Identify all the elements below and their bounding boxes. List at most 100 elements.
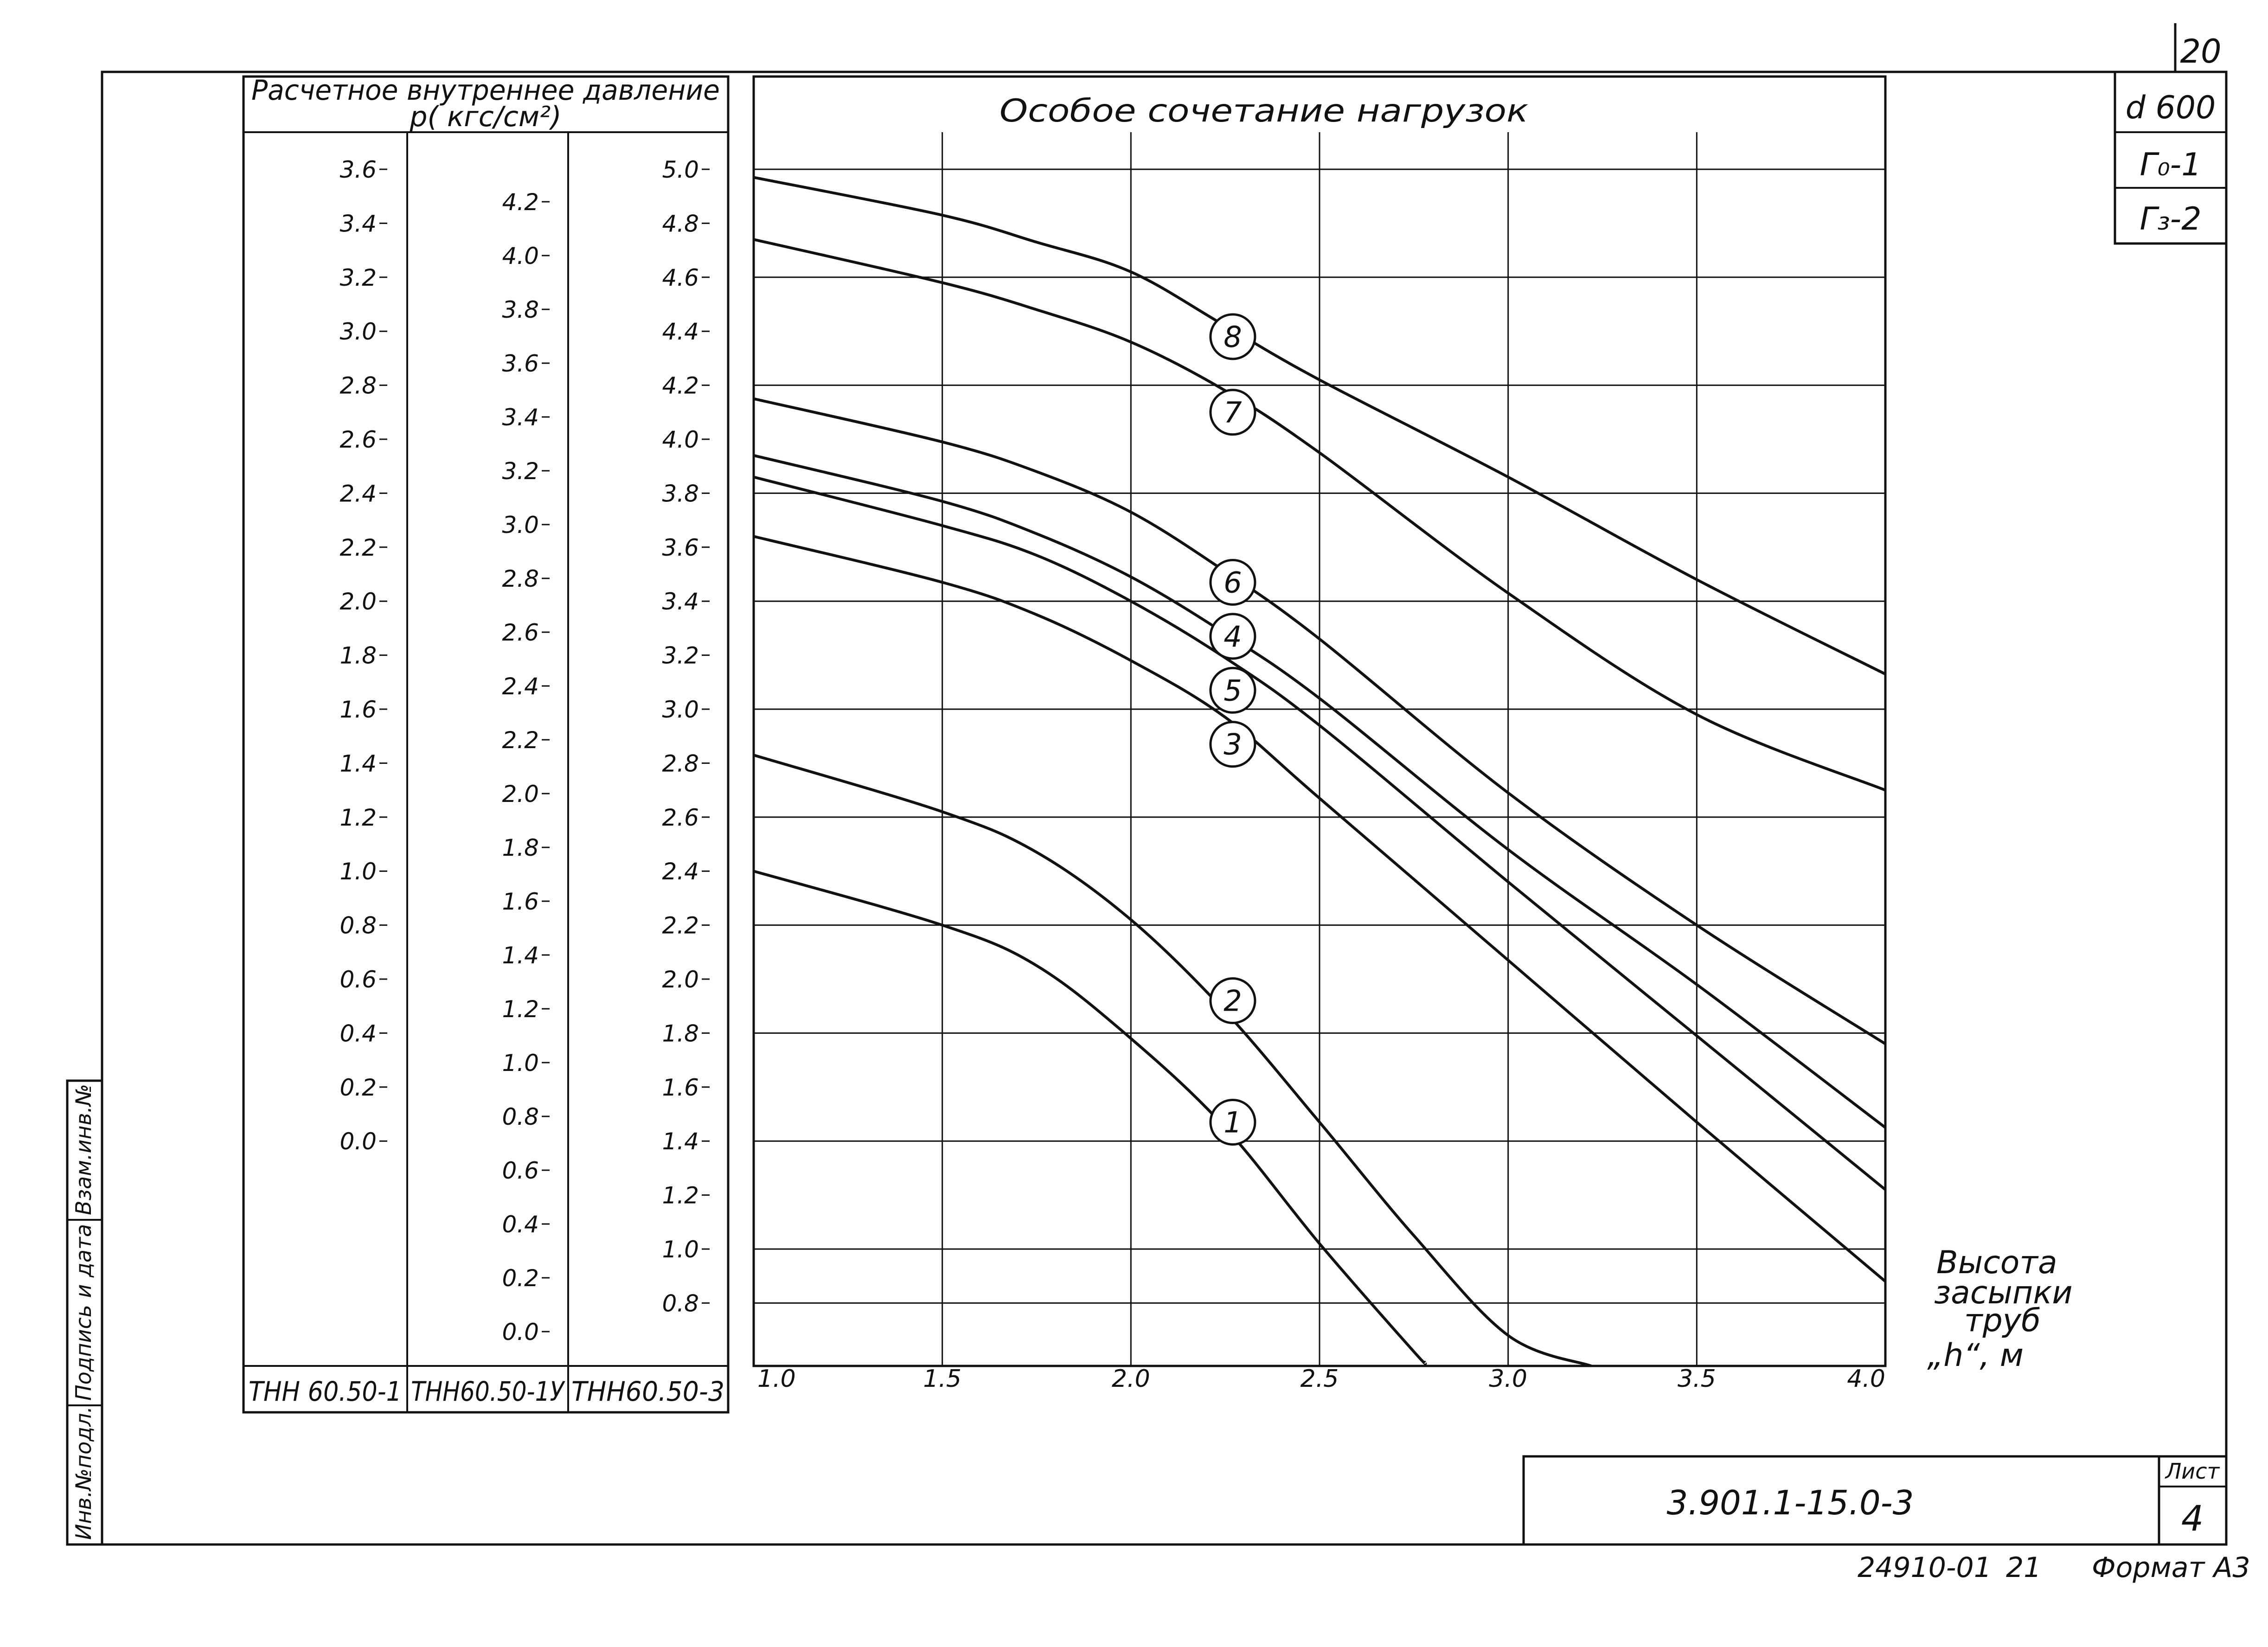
pressure-tick-label: 2.4	[340, 480, 377, 507]
x-axis-label: Высота засыпки труб „h“, м	[1927, 1244, 2073, 1374]
series-line-8	[753, 176, 1886, 676]
pipe-type-3: ТНН60.50-3	[571, 1376, 724, 1407]
pressure-tick-label: 2.6	[662, 804, 699, 831]
chart-grid	[753, 132, 1886, 1366]
pressure-tick-label: 3.6	[662, 534, 699, 561]
x-tick-label: 2.5	[1301, 1365, 1339, 1393]
pressure-tick-label: 0.8	[502, 1103, 539, 1130]
footer: 24910-01 21 Формат А3	[1858, 1551, 2250, 1584]
series-marker-3	[1209, 721, 1256, 768]
side-stamp: Инв.№подл. Подпись и дата Взам.инв.№	[66, 1079, 103, 1546]
sheet-number: 4	[2181, 1498, 2204, 1539]
pressure-tick-label: 3.4	[662, 588, 699, 615]
pressure-tick-label: 3.4	[340, 210, 377, 237]
footer-format: Формат А3	[2092, 1551, 2250, 1584]
pressure-tick-label: 1.0	[662, 1236, 699, 1263]
pressure-tick-label: 2.0	[340, 588, 377, 615]
series-marker-7	[1209, 389, 1256, 436]
pressure-tick-label: 0.0	[340, 1128, 377, 1155]
diameter-label: d 600	[2126, 90, 2216, 126]
chart-area: Особое сочетание нагрузок 1.0 1.5 2.0 2.5 3.…	[752, 75, 1887, 1393]
pressure-scale-1: 3.6 3.4 3.2 3.0 2.8 2.6 2.4 2.2 2.0 1.8 1.6 1.4 1.2 1…	[340, 156, 387, 1155]
pressure-tick-label: 3.8	[662, 480, 699, 507]
pressure-tick-label: 3.4	[502, 404, 539, 431]
pressure-table: Расчетное внутреннее давление p( кгс/см²…	[242, 74, 730, 1414]
pressure-tick-label: 4.0	[662, 426, 699, 453]
series-marker-1	[1209, 1098, 1256, 1146]
pressure-scale-3: 5.0 4.8 4.6 4.4 4.2 4.0 3.8 3.6 3.4 3.2 3.0 2.8 2.6 2…	[662, 156, 710, 1317]
chart-title: Особое сочетание нагрузок	[999, 93, 1528, 129]
pressure-tick-label: 4.6	[662, 264, 699, 291]
side-stamp-sign: Подпись и дата	[71, 1224, 96, 1401]
x-label-line2: засыпки	[1934, 1275, 2073, 1311]
x-label-line4: „h“, м	[1927, 1337, 2024, 1374]
corner-number-box: 20	[2174, 23, 2222, 72]
series-label-1: 1	[1224, 1105, 1242, 1139]
pressure-tick-label: 0.4	[340, 1020, 377, 1047]
pressure-tick-label: 2.6	[502, 619, 539, 646]
series-marker-5	[1209, 666, 1256, 714]
footer-doc-number: 24910-01	[1858, 1551, 1992, 1584]
pressure-tick-label: 3.2	[340, 264, 377, 291]
x-tick-labels: 1.0 1.5 2.0 2.5 3.0 3.5 4.0	[757, 1365, 1885, 1393]
pressure-tick-label: 4.0	[502, 243, 539, 269]
pressure-tick-label: 2.2	[340, 534, 377, 561]
pressure-tick-label: 0.6	[340, 966, 377, 993]
series-label-5: 5	[1224, 673, 1242, 707]
pipe-type-2: ТНН60.50-1У	[411, 1376, 565, 1407]
x-tick-label: 1.5	[923, 1365, 961, 1393]
pressure-tick-label: 0.6	[502, 1157, 539, 1184]
pressure-tick-label: 1.4	[502, 942, 539, 969]
series-label-2: 2	[1224, 984, 1242, 1018]
pressure-tick-label: 2.0	[502, 781, 539, 807]
pressure-tick-label: 2.0	[662, 966, 699, 993]
x-tick-label: 1.0	[757, 1365, 796, 1393]
series-label-6: 6	[1224, 565, 1242, 599]
x-tick-label: 4.0	[1847, 1365, 1885, 1393]
series-line-4	[753, 454, 1886, 1129]
pressure-tick-label: 0.2	[502, 1265, 539, 1292]
pressure-tick-label: 1.0	[340, 858, 377, 885]
pipe-type-1: ТНН 60.50-1	[249, 1376, 402, 1407]
pressure-tick-label: 3.2	[502, 458, 539, 485]
series-label-3: 3	[1224, 728, 1242, 762]
pressure-tick-label: 4.8	[662, 210, 699, 237]
x-tick-label: 2.0	[1112, 1365, 1150, 1393]
pressure-tick-label: 4.2	[502, 189, 539, 216]
pressure-tick-label: 3.6	[502, 350, 539, 377]
pressure-tick-label: 3.2	[662, 642, 699, 669]
pressure-tick-label: 2.2	[502, 727, 539, 754]
pressure-tick-label: 1.8	[662, 1020, 699, 1047]
x-label-line3: труб	[1964, 1302, 2041, 1339]
sheet-label: Лист	[2165, 1459, 2220, 1484]
pressure-tick-label: 1.2	[340, 804, 377, 831]
corner-number: 20	[2180, 32, 2221, 70]
pressure-tick-label: 1.0	[502, 1050, 539, 1077]
pressure-tick-label: 5.0	[662, 156, 699, 183]
title-block: 3.901.1-15.0-3 Лист 4	[1522, 1455, 2228, 1546]
pressure-tick-label: 1.4	[340, 750, 377, 777]
pressure-tick-label: 1.8	[340, 642, 377, 669]
x-label-line1: Высота	[1936, 1244, 2057, 1281]
pressure-header-line2: p( кгс/см²)	[409, 101, 561, 133]
param-stamp: d 600 Г₀-1 Г₃-2	[2114, 70, 2228, 245]
series-marker-2	[1209, 977, 1256, 1025]
series-line-6	[753, 397, 1886, 1045]
series-label-4: 4	[1224, 620, 1242, 654]
pressure-tick-label: 0.8	[662, 1290, 699, 1317]
pressure-tick-label: 2.8	[662, 750, 699, 777]
pressure-tick-label: 0.4	[502, 1211, 539, 1238]
x-tick-label: 3.5	[1678, 1365, 1716, 1393]
side-stamp-replace: Взам.инв.№	[71, 1084, 96, 1215]
pressure-tick-label: 1.6	[340, 696, 377, 723]
pressure-tick-label: 2.4	[502, 673, 539, 700]
series-line-5	[753, 475, 1886, 1191]
series-marker-8	[1209, 313, 1256, 360]
pressure-header-line1: Расчетное внутреннее давление	[251, 74, 720, 107]
doc-code: 3.901.1-15.0-3	[1667, 1483, 1914, 1522]
series-label-8: 8	[1224, 320, 1242, 354]
pressure-tick-label: 1.8	[502, 834, 539, 861]
pressure-tick-label: 0.8	[340, 912, 377, 939]
pressure-tick-label: 4.4	[662, 318, 699, 345]
